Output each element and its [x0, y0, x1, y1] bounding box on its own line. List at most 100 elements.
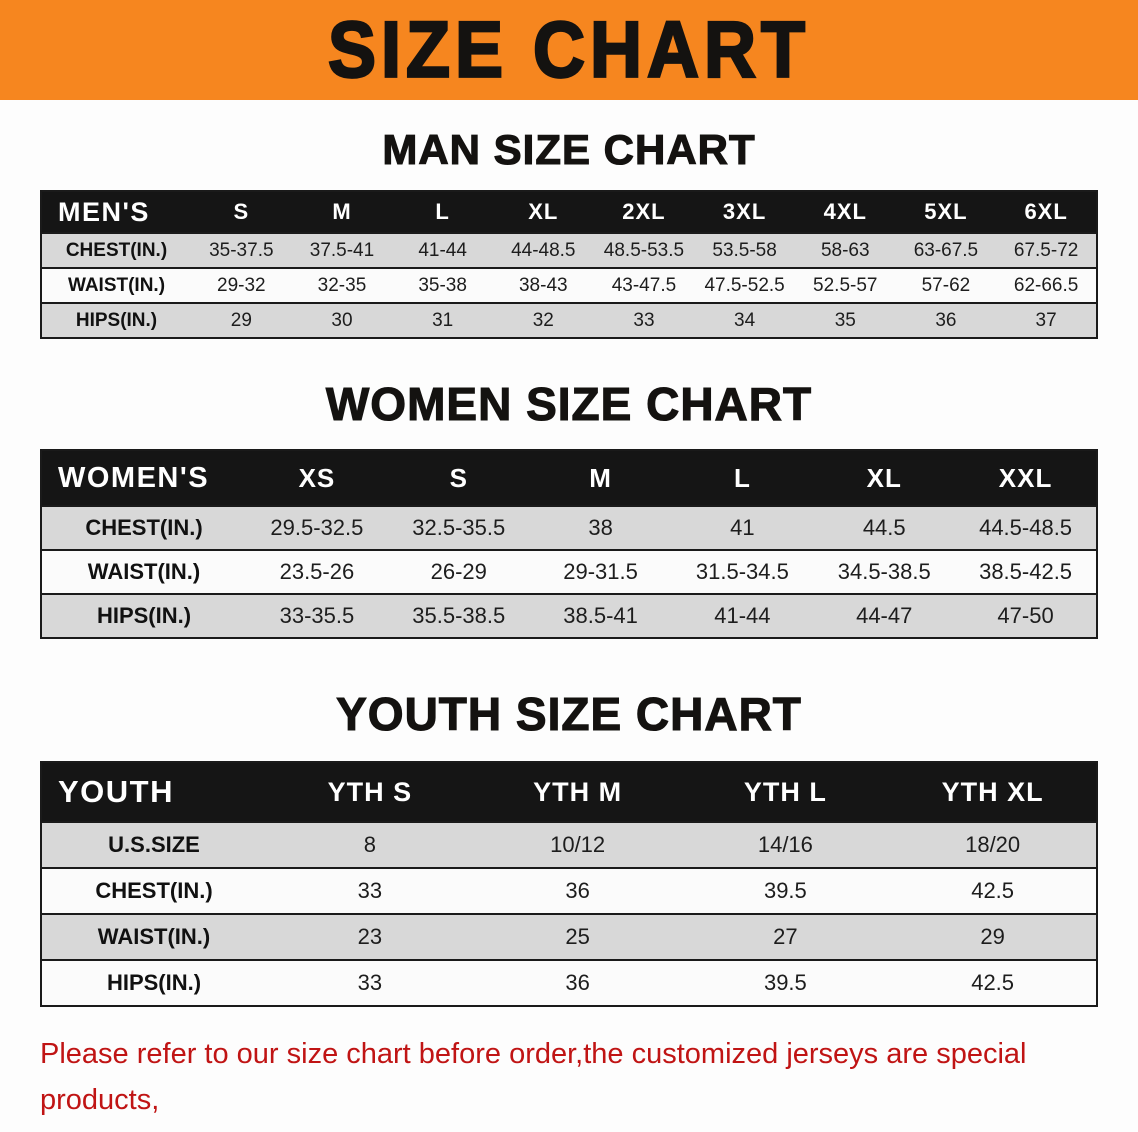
value-cell: 37.5-41 [309, 239, 375, 261]
size-header-cell: YTH XL [889, 762, 1097, 822]
value-cell: 63-67.5 [913, 239, 979, 261]
value-cell: 38 [588, 515, 613, 540]
men-section-heading: MAN SIZE CHART [382, 125, 756, 173]
size-header-cell: YTH M [473, 762, 682, 822]
value-cell: 8 [363, 832, 376, 857]
value-cell: 44.5 [862, 515, 906, 540]
size-header-cell: M [291, 191, 393, 233]
table-title-cell: YOUTH [41, 762, 266, 822]
men-size-table: MEN'S S M L XL 2XL 3XL 4XL 5XL 6XL CHEST(IN.) 35-37… [40, 190, 1098, 339]
table-title-cell: MEN'S [41, 191, 191, 233]
value-cell: 29-32 [217, 274, 266, 296]
row-label-cell: HIPS(IN.) [106, 970, 202, 995]
table-header-row: MEN'S S M L XL 2XL 3XL 4XL 5XL 6XL [41, 191, 1097, 233]
value-cell: 38.5-41 [563, 603, 638, 628]
value-cell: 34.5-38.5 [837, 559, 931, 584]
row-label-cell: U.S.SIZE [108, 832, 200, 857]
row-label-cell: WAIST(IN.) [97, 924, 211, 949]
table-row: CHEST(IN.) 35-37.5 37.5-41 41-44 44-48.5 48.5… [41, 233, 1097, 268]
value-cell: 47.5-52.5 [704, 274, 785, 296]
row-label-cell: CHEST(IN.) [65, 239, 168, 261]
value-cell: 44.5-48.5 [979, 515, 1073, 540]
value-cell: 33 [357, 970, 383, 995]
value-cell: 39.5 [763, 878, 807, 903]
women-section-heading: WOMEN SIZE CHART [325, 377, 813, 430]
value-cell: 18/20 [965, 832, 1021, 857]
value-cell: 39.5 [763, 970, 807, 995]
value-cell: 23 [357, 924, 383, 949]
value-cell: 43-47.5 [611, 274, 677, 296]
table-row: CHEST(IN.) 33 36 39.5 42.5 [41, 868, 1097, 914]
value-cell: 44-47 [856, 603, 913, 628]
value-cell: 37 [1035, 309, 1057, 331]
value-cell: 58-63 [820, 239, 870, 261]
row-label-cell: WAIST(IN.) [87, 559, 201, 584]
size-header-cell: 3XL [694, 191, 795, 233]
value-cell: 29 [230, 309, 252, 331]
women-size-section: WOMEN SIZE CHART WOMEN'S XS S M L XL XXL CHEST(… [0, 377, 1138, 639]
value-cell: 42.5 [971, 878, 1015, 903]
value-cell: 32.5-35.5 [412, 515, 506, 540]
value-cell: 31 [432, 309, 454, 331]
row-label-cell: CHEST(IN.) [85, 515, 203, 540]
value-cell: 41-44 [418, 239, 467, 261]
size-header-cell: S [191, 191, 292, 233]
value-cell: 44-48.5 [511, 239, 576, 261]
value-cell: 38.5-42.5 [979, 559, 1073, 584]
size-header-cell: 5XL [895, 191, 997, 233]
value-cell: 25 [565, 924, 590, 949]
value-cell: 33 [633, 309, 655, 331]
table-header-row: YOUTH YTH S YTH M YTH L YTH XL [41, 762, 1097, 822]
value-cell: 57-62 [921, 274, 971, 296]
value-cell: 14/16 [757, 832, 813, 857]
size-header-cell: L [671, 450, 814, 506]
value-cell: 47-50 [997, 603, 1054, 628]
value-cell: 42.5 [971, 970, 1015, 995]
value-cell: 35-38 [418, 274, 467, 296]
value-cell: 41-44 [714, 603, 771, 628]
value-cell: 36 [935, 309, 957, 331]
table-row: U.S.SIZE 8 10/12 14/16 18/20 [41, 822, 1097, 868]
size-header-cell: L [392, 191, 493, 233]
women-size-table: WOMEN'S XS S M L XL XXL CHEST(IN.) 29.5-32.5 32.5… [40, 449, 1098, 639]
men-size-section: MAN SIZE CHART MEN'S S M L XL 2XL 3XL 4XL 5XL 6XL… [0, 125, 1138, 339]
row-label-cell: WAIST(IN.) [67, 274, 166, 296]
size-header-cell: M [529, 450, 672, 506]
size-header-cell: 2XL [593, 191, 695, 233]
size-header-cell: S [387, 450, 530, 506]
youth-section-heading: YOUTH SIZE CHART [336, 687, 802, 740]
value-cell: 31.5-34.5 [695, 559, 789, 584]
size-header-cell: 6XL [996, 191, 1097, 233]
size-header-cell: XL [813, 450, 956, 506]
size-header-cell: XXL [955, 450, 1097, 506]
youth-size-section: YOUTH SIZE CHART YOUTH YTH S YTH M YTH L YTH… [0, 687, 1138, 1007]
row-label-cell: CHEST(IN.) [95, 878, 213, 903]
table-row: HIPS(IN.) 29 30 31 32 33 34 35 36 37 [41, 303, 1097, 338]
table-row: HIPS(IN.) 33 36 39.5 42.5 [41, 960, 1097, 1006]
value-cell: 41 [730, 515, 755, 540]
value-cell: 38-43 [518, 274, 568, 296]
value-cell: 32 [532, 309, 554, 331]
banner: SIZE CHART [0, 0, 1138, 100]
table-row: WAIST(IN.) 29-32 32-35 35-38 38-43 43-47.5 47.… [41, 268, 1097, 303]
value-cell: 36 [565, 878, 590, 903]
value-cell: 32-35 [317, 274, 367, 296]
disclaimer-line-1: Please refer to our size chart before or… [40, 1038, 1027, 1117]
value-cell: 35.5-38.5 [412, 603, 506, 628]
value-cell: 36 [565, 970, 590, 995]
table-title-cell: WOMEN'S [41, 450, 246, 506]
value-cell: 29.5-32.5 [270, 515, 364, 540]
value-cell: 29 [980, 924, 1005, 949]
value-cell: 33 [357, 878, 383, 903]
row-label-cell: HIPS(IN.) [75, 309, 158, 331]
value-cell: 23.5-26 [279, 559, 355, 584]
table-row: WAIST(IN.) 23.5-26 26-29 29-31.5 31.5-34.5 34… [41, 550, 1097, 594]
table-row: HIPS(IN.) 33-35.5 35.5-38.5 38.5-41 41-44 44-… [41, 594, 1097, 638]
size-header-cell: 4XL [794, 191, 896, 233]
table-header-row: WOMEN'S XS S M L XL XXL [41, 450, 1097, 506]
size-header-cell: YTH S [266, 762, 474, 822]
page-title: SIZE CHART [327, 5, 810, 96]
size-header-cell: XS [246, 450, 388, 506]
value-cell: 53.5-58 [712, 239, 777, 261]
youth-size-table: YOUTH YTH S YTH M YTH L YTH XL U.S.SIZE 8 10/12… [40, 761, 1098, 1007]
